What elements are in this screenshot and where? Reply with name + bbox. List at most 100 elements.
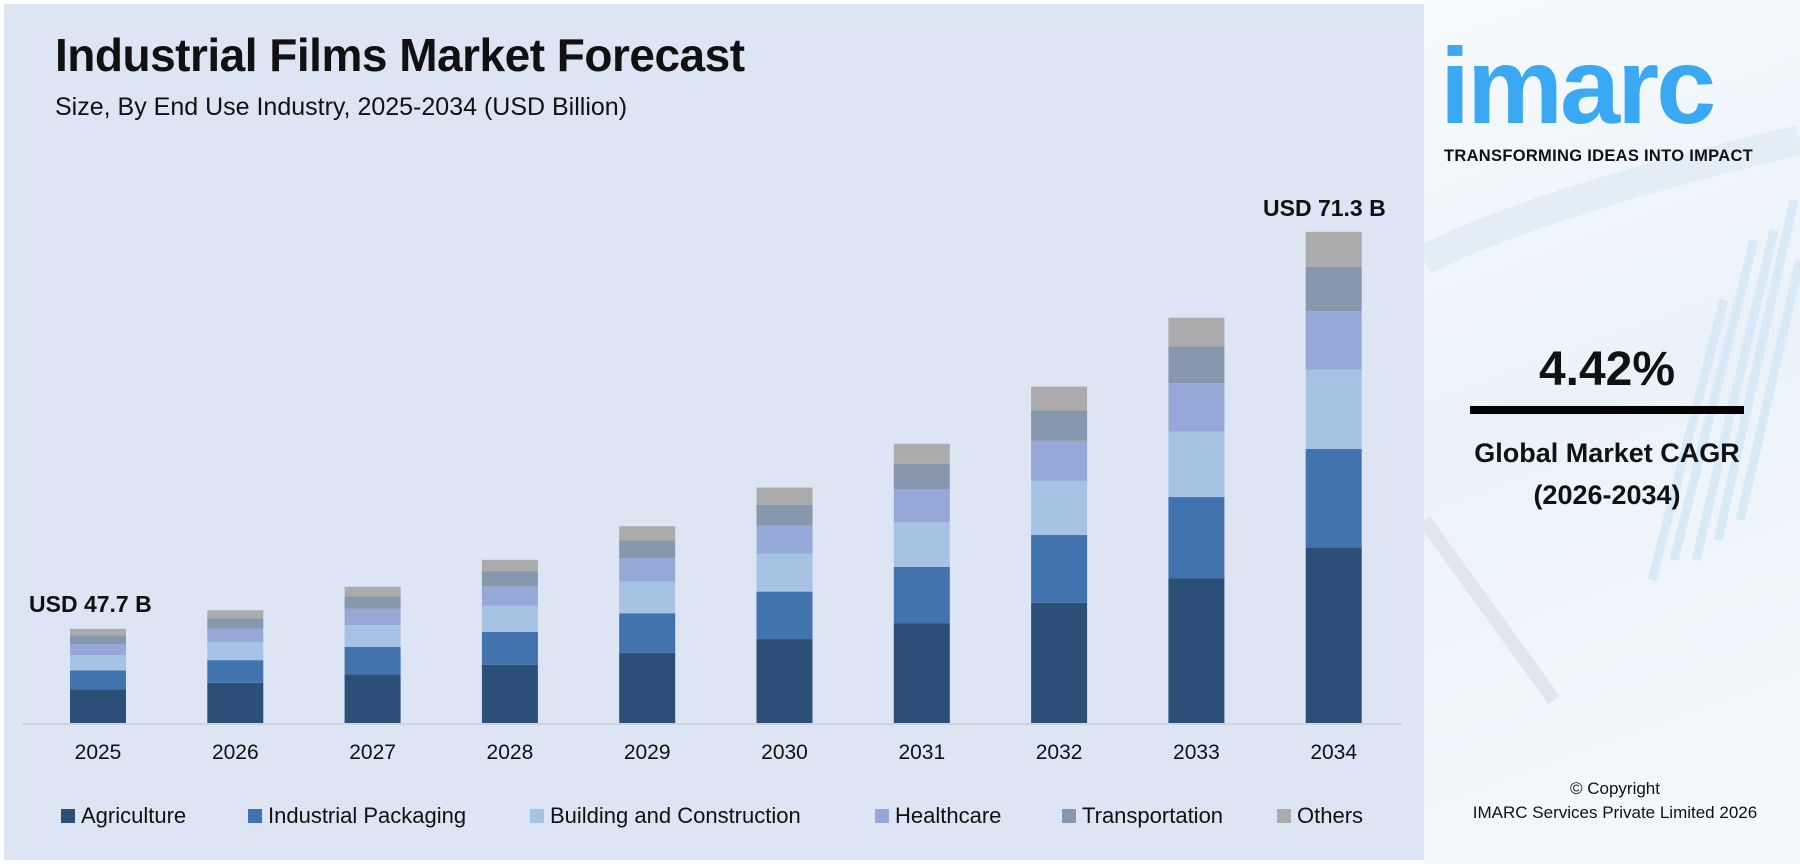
legend-item: Agriculture <box>61 803 186 829</box>
bar-segment-healthcare <box>1305 311 1362 370</box>
bar-segment-agriculture <box>481 664 538 723</box>
bar-segment-building-and-construction <box>344 625 401 648</box>
bar-segment-others <box>481 559 538 572</box>
x-tick-label: 2032 <box>1036 741 1083 764</box>
legend-item: Others <box>1277 803 1363 829</box>
bar-segment-agriculture <box>1031 602 1088 723</box>
bar-segment-healthcare <box>756 525 813 554</box>
bar-segment-transportation <box>619 540 676 559</box>
legend-item: Building and Construction <box>530 803 801 829</box>
bar-segment-healthcare <box>1168 383 1225 432</box>
bar-segment-building-and-construction <box>619 581 676 614</box>
bar-segment-agriculture <box>756 639 813 723</box>
bar-segment-transportation <box>207 618 264 629</box>
cagr-value: 4.42% <box>1538 343 1676 396</box>
legend-swatch <box>248 809 262 823</box>
bar-segment-others <box>70 628 126 636</box>
copyright-label: © Copyright <box>1569 779 1660 798</box>
imarc-logo: imarc <box>1440 25 1716 146</box>
chart-title: Industrial Films Market Forecast <box>55 29 745 81</box>
bar-segment-transportation <box>756 504 813 526</box>
bar-segment-industrial-packaging <box>481 631 538 665</box>
bar-segment-building-and-construction <box>207 641 264 661</box>
chart-subtitle: Size, By End Use Industry, 2025-2034 (US… <box>55 93 628 121</box>
x-tick-label: 2030 <box>761 741 808 764</box>
legend-swatch <box>61 809 75 823</box>
bar-segment-building-and-construction <box>1305 369 1362 449</box>
x-tick-label: 2025 <box>75 741 122 764</box>
background-chart-decoration <box>1424 125 1800 705</box>
bar-segment-others <box>756 487 813 505</box>
bar-segment-healthcare <box>619 558 676 582</box>
cagr-period: (2026-2034) <box>1533 480 1681 510</box>
bar-segment-agriculture <box>344 674 401 723</box>
info-panel <box>1424 0 1800 864</box>
cagr-divider <box>1470 406 1744 414</box>
bar-segment-transportation <box>893 463 950 489</box>
x-tick-label: 2027 <box>349 741 396 764</box>
bar-segment-others <box>1168 317 1225 347</box>
legend-label: Others <box>1297 803 1364 828</box>
x-tick-label: 2034 <box>1310 741 1357 764</box>
bar-segment-building-and-construction <box>893 522 950 567</box>
bar-segment-others <box>1031 386 1088 411</box>
bar-segment-others <box>893 443 950 464</box>
bar-segment-transportation <box>1031 410 1088 441</box>
bar-segment-industrial-packaging <box>1305 448 1362 548</box>
bar-segment-agriculture <box>619 652 676 723</box>
data-label-2034: USD 71.3 B <box>1263 195 1386 221</box>
bar-segment-agriculture <box>1168 578 1225 723</box>
x-tick-label: 2031 <box>898 741 945 764</box>
bar-segment-industrial-packaging <box>756 591 813 640</box>
bar-segment-others <box>619 526 676 541</box>
bar-segment-healthcare <box>893 488 950 523</box>
copyright-company: IMARC Services Private Limited 2026 <box>1472 803 1758 822</box>
bar-segment-healthcare <box>344 608 401 626</box>
x-tick-label: 2029 <box>624 741 671 764</box>
legend-swatch <box>1062 809 1076 823</box>
logo-tagline: TRANSFORMING IDEAS INTO IMPACT <box>1444 147 1754 165</box>
bar-segment-others <box>1305 231 1362 267</box>
bar-segment-building-and-construction <box>70 655 126 671</box>
bar-segment-agriculture <box>207 682 264 723</box>
bar-segment-building-and-construction <box>756 553 813 592</box>
legend-item: Healthcare <box>875 803 1001 829</box>
bar-segment-industrial-packaging <box>619 613 676 653</box>
bar-segment-industrial-packaging <box>207 660 264 683</box>
bar-segment-healthcare <box>207 628 264 642</box>
bar-segment-agriculture <box>70 689 126 723</box>
x-tick-label: 2033 <box>1173 741 1220 764</box>
bar-segment-transportation <box>1305 266 1362 312</box>
bar-segment-industrial-packaging <box>344 647 401 675</box>
legend-item: Industrial Packaging <box>248 803 466 829</box>
bar-segment-healthcare <box>481 586 538 606</box>
bar-segment-others <box>207 610 264 619</box>
bar-segment-healthcare <box>70 644 126 656</box>
legend-swatch <box>875 809 889 823</box>
stacked-bar-chart: 2025 2026 2027 2028 2029 2030 2031 2032 2033 2034… <box>22 195 1402 764</box>
bar-segment-transportation <box>481 571 538 587</box>
bar-segment-transportation <box>344 596 401 609</box>
bar-segment-building-and-construction <box>1031 480 1088 536</box>
bar-segment-building-and-construction <box>481 605 538 632</box>
bar-segment-industrial-packaging <box>70 670 126 690</box>
bar-segment-transportation <box>1168 346 1225 384</box>
bar-segment-industrial-packaging <box>893 566 950 624</box>
bar-segment-healthcare <box>1031 440 1088 481</box>
legend-swatch <box>530 809 544 823</box>
legend-label: Transportation <box>1082 803 1224 828</box>
bar-segment-building-and-construction <box>1168 431 1225 498</box>
bar-segment-agriculture <box>893 623 950 723</box>
bar-segment-industrial-packaging <box>1031 535 1088 603</box>
cagr-label: Global Market CAGR <box>1474 438 1740 468</box>
bar-segment-agriculture <box>1305 547 1362 723</box>
x-tick-label: 2028 <box>487 741 534 764</box>
bar-segment-transportation <box>70 635 126 645</box>
legend-label: Agriculture <box>81 803 187 828</box>
x-tick-label: 2026 <box>212 741 259 764</box>
data-label-2025: USD 47.7 B <box>29 591 152 617</box>
bar-segment-others <box>344 586 401 597</box>
legend-label: Healthcare <box>895 803 1002 828</box>
legend-item: Transportation <box>1062 803 1223 829</box>
legend-label: Building and Construction <box>550 803 801 828</box>
